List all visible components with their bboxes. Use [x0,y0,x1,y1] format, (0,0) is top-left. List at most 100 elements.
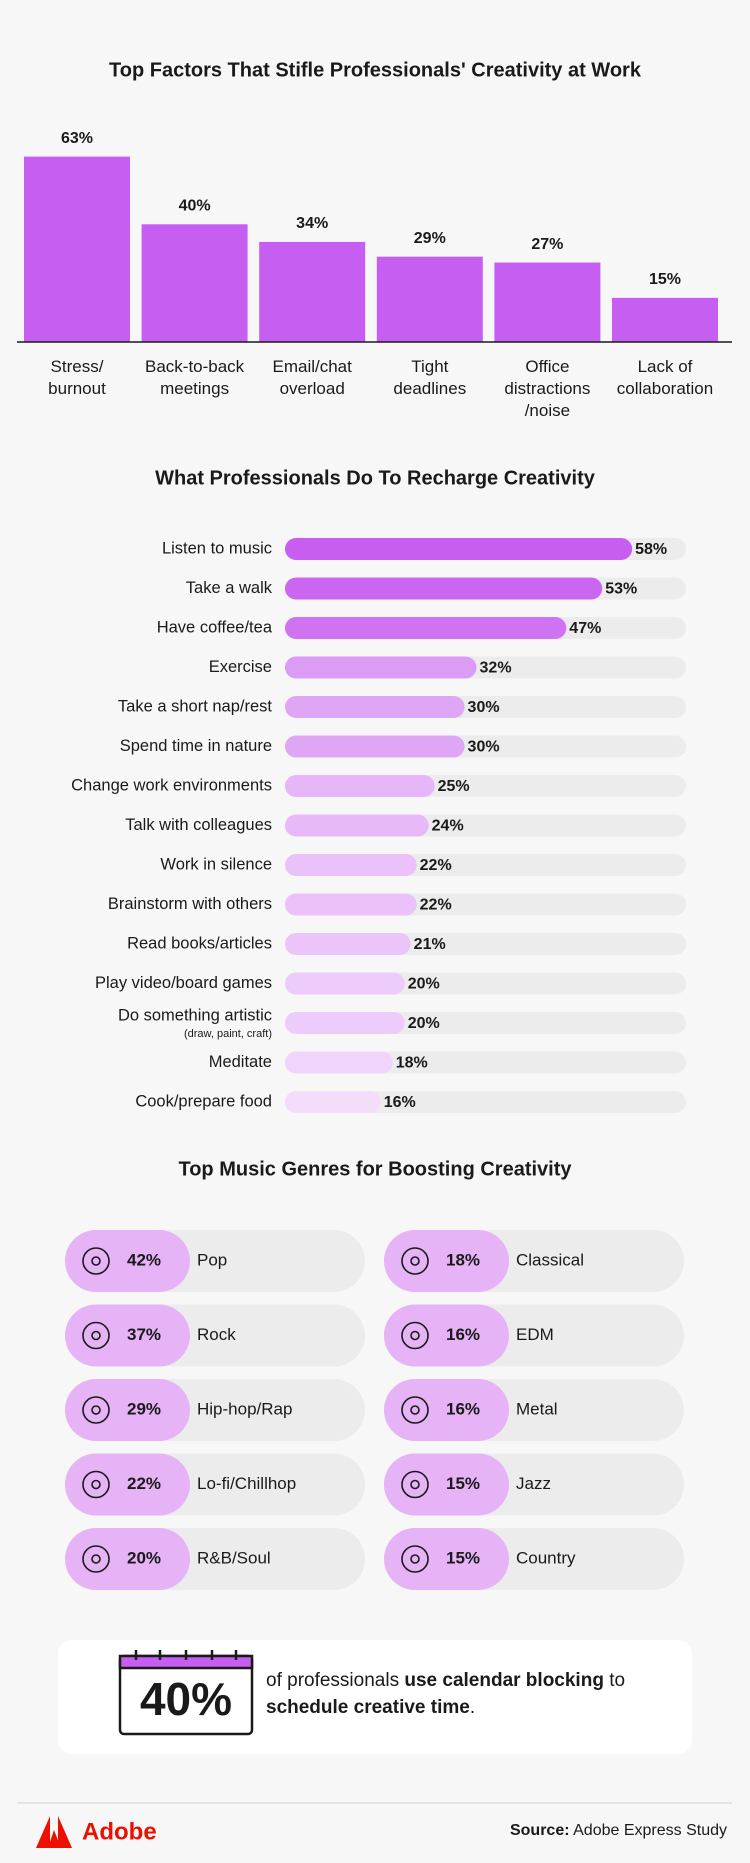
category-note: (draw, paint, craft) [184,1028,272,1040]
category-label: Spend time in nature [120,737,272,755]
category-label: Listen to music [162,539,272,557]
value-label: 29% [127,1399,161,1418]
value-label: 42% [127,1250,161,1269]
category-label: Meditate [209,1053,272,1071]
value-label: 53% [605,581,637,598]
genre-icon [401,1247,429,1275]
tile-badge [384,1453,509,1516]
tile-badge [65,1230,190,1292]
bar [612,297,718,342]
bar [285,972,405,995]
category-label: Take a short nap/rest [118,697,272,715]
value-label: 22% [420,857,452,874]
genre-icon [91,1554,101,1564]
genre-icon [410,1405,420,1415]
category-label: Do something artistic [118,1006,272,1024]
value-label: 30% [468,739,500,756]
bar [376,256,483,342]
value-label: 20% [408,976,440,993]
tile-badge [65,1528,190,1590]
callout-stat: 40% [140,1673,232,1725]
tile-badge [65,1453,190,1516]
value-label: 47% [569,620,601,637]
callout-emphasis: use calendar blocking [404,1670,604,1691]
bar [285,577,603,600]
track [285,1091,686,1113]
genre-icon [401,1470,429,1499]
bar [285,617,567,639]
category-label: Metal [516,1399,558,1418]
brand: Adobe [82,1818,157,1845]
genre-icon [410,1554,420,1564]
bar [285,1091,381,1113]
x-tick-label: Office distractions /noise [504,357,591,420]
callout-text-part: to [603,1670,626,1691]
category-label: Jazz [516,1474,551,1493]
bar [285,814,429,837]
genre-icon [91,1479,101,1490]
genre-icon [82,1247,110,1275]
category-label: Read books/articles [127,934,272,952]
genre-icon [82,1470,110,1499]
value-label: 58% [635,541,667,558]
x-tick-label: Tight deadlines [393,357,467,398]
genre-icon [410,1479,420,1490]
bar [285,854,417,876]
callout-text-part: of professionals [266,1670,405,1691]
value-label: 29% [414,230,446,247]
category-label: Work in silence [160,855,272,873]
value-label: 25% [438,778,470,795]
bar [259,241,366,342]
source-label: Source: [509,1822,570,1839]
source: Source: Adobe Express Study [510,1822,727,1840]
category-label: Cook/prepare food [135,1092,272,1110]
genre-icon [410,1330,420,1341]
value-label: 27% [531,236,563,253]
adobe-logo [36,1816,72,1848]
category-label: Brainstorm with others [108,895,272,913]
x-tick-label: Stress/ burnout [48,357,106,398]
value-label: 18% [446,1250,480,1269]
value-label: 15% [649,271,681,288]
genre-icon [82,1545,110,1573]
value-label: 20% [127,1548,161,1567]
value-label: 15% [446,1548,480,1567]
calendar-icon [118,1650,254,1736]
genre-icon [82,1321,110,1350]
tile-badge [384,1230,509,1292]
category-label: Rock [197,1325,236,1344]
value-label: 20% [408,1015,440,1032]
genre-icon [91,1405,101,1415]
chart-title: Top Music Genres for Boosting Creativity [178,1158,572,1180]
bar [285,1051,393,1074]
value-label: 30% [468,699,500,716]
value-label: 16% [446,1399,480,1418]
tile-badge [65,1304,190,1367]
value-label: 22% [127,1474,161,1493]
genre-icon [401,1545,429,1573]
category-label: Country [516,1548,576,1567]
value-label: 37% [127,1325,161,1344]
callout-text-part: . [469,1697,476,1718]
bar [285,656,477,679]
bar [141,224,248,342]
callout-text: of professionals use calendar blocking t… [266,1667,676,1721]
category-label: Exercise [209,658,272,676]
category-label: R&B/Soul [197,1548,271,1567]
genre-icon [82,1396,110,1424]
tile-badge [384,1304,509,1367]
source-text: Adobe Express Study [573,1822,727,1839]
category-label: Lo-fi/Chillhop [197,1474,296,1493]
x-tick-label: Back-to-back meetings [144,357,245,398]
bar [285,775,435,797]
category-label: EDM [516,1325,554,1344]
x-tick-label: Email/chat overload [272,357,352,398]
value-label: 21% [414,936,446,953]
bar [285,735,465,758]
bar [494,262,601,342]
category-label: Have coffee/tea [157,618,273,636]
bar [24,156,130,342]
value-label: 34% [296,215,328,232]
